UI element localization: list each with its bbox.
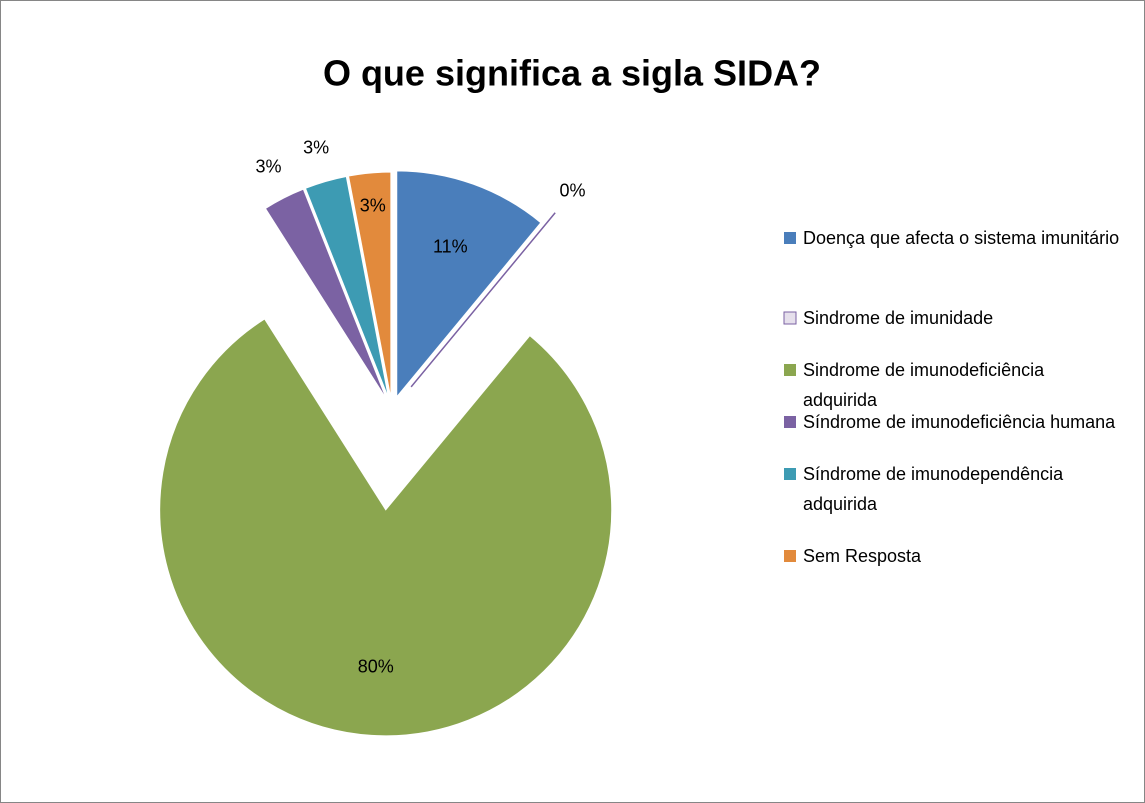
legend-item: Doença que afecta o sistema imunitário: [803, 228, 1120, 248]
legend-label: Sem Resposta: [803, 546, 922, 566]
legend-swatch: [784, 232, 796, 244]
legend-swatch: [784, 550, 796, 562]
legend-item: Síndrome de imunodeficiência humana: [803, 412, 1116, 432]
legend-swatch: [784, 416, 796, 428]
legend-item: Sindrome de imunidade: [803, 308, 994, 328]
legend-label: Síndrome de imunodeficiência humana: [803, 412, 1116, 432]
pie-slice: [396, 170, 542, 399]
legend-label: Síndrome de imunodependência adquirida: [803, 464, 1064, 514]
legend-item: Sindrome de imunodeficiência adquirida: [803, 360, 1045, 410]
data-label: 3%: [360, 196, 386, 216]
legend-swatch: [784, 364, 796, 376]
chart-title: O que significa a sigla SIDA?: [323, 53, 821, 94]
data-label: 0%: [559, 181, 585, 201]
legend-swatch: [783, 311, 797, 325]
pie-slice: [304, 175, 390, 399]
legend-item: Sem Resposta: [803, 546, 922, 566]
legend-item: Síndrome de imunodependência adquirida: [803, 464, 1064, 514]
legend-swatch: [784, 468, 796, 480]
legend-label: Doença que afecta o sistema imunitário: [803, 228, 1120, 248]
pie-slice: [347, 171, 392, 399]
data-label: 3%: [256, 156, 282, 176]
data-label: 80%: [358, 656, 394, 676]
pie-slice: [159, 318, 613, 737]
legend-label: Sindrome de imunidade: [803, 308, 994, 328]
pie-slice: [264, 188, 388, 400]
legend-label: Sindrome de imunodeficiência adquirida: [803, 360, 1045, 410]
data-label: 3%: [303, 138, 329, 158]
data-label: 11%: [433, 237, 468, 257]
